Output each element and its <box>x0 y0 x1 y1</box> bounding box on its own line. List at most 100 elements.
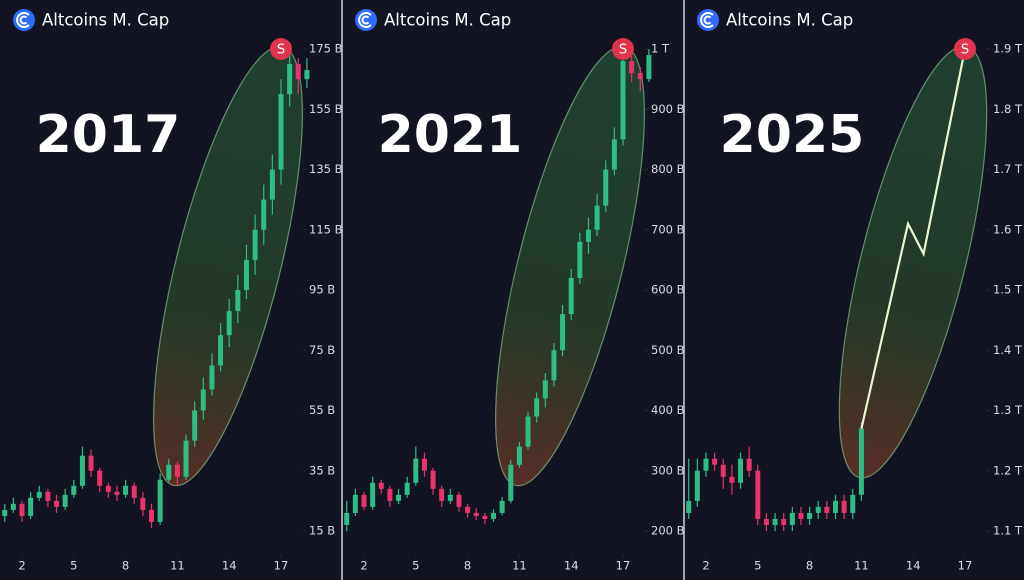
candle-body <box>218 335 224 366</box>
x-tick-label: 2 <box>18 559 25 573</box>
candle-body <box>755 470 761 519</box>
x-tick-label: 17 <box>274 559 289 573</box>
candle-body <box>850 494 856 513</box>
x-tick-label: 11 <box>512 559 527 573</box>
candle-body <box>421 458 427 471</box>
x-tick-label: 8 <box>464 559 471 573</box>
candle-body <box>499 500 505 513</box>
candle-body <box>71 485 77 495</box>
candle-body <box>352 494 358 513</box>
y-tick-label: 400 B <box>651 403 685 417</box>
candle-body <box>637 73 643 80</box>
logo-icon <box>355 9 377 31</box>
candle-body <box>508 464 514 501</box>
y-tick-label: 500 B <box>651 343 685 357</box>
candle-body <box>807 512 813 519</box>
candle-body <box>396 494 402 501</box>
signal-marker <box>954 38 976 60</box>
candle-body <box>798 512 804 519</box>
candle-body <box>387 488 393 501</box>
y-tick-label: 700 B <box>651 222 685 236</box>
candle-body <box>114 491 120 495</box>
x-tick-label: 5 <box>412 559 419 573</box>
x-tick-label: 8 <box>122 559 129 573</box>
logo-icon <box>13 9 35 31</box>
y-tick-label: 115 B <box>309 222 343 236</box>
candle-body <box>243 259 249 290</box>
y-tick-label: 1.1 T <box>993 524 1023 538</box>
candle-body <box>551 350 557 381</box>
x-tick-label: 11 <box>854 559 869 573</box>
year-label: 2021 <box>378 105 523 165</box>
candle-body <box>516 446 522 465</box>
candle-body <box>585 229 591 242</box>
candle-body <box>295 64 301 80</box>
candle-body <box>361 494 367 507</box>
x-tick-label: 11 <box>170 559 185 573</box>
candle-body <box>746 458 752 471</box>
candle-body <box>473 512 479 516</box>
signal-label: S <box>961 43 969 58</box>
y-tick-label: 1.3 T <box>993 403 1023 417</box>
candle-body <box>404 482 410 495</box>
candle-body <box>534 398 540 417</box>
y-tick-label: 1.6 T <box>993 222 1023 236</box>
candle-body <box>603 169 609 206</box>
chart-title: Altcoins M. Cap <box>42 11 169 30</box>
y-tick-label: 1.2 T <box>993 463 1023 477</box>
candle-body <box>568 277 574 315</box>
y-tick-label: 55 B <box>309 403 335 417</box>
candle-body <box>131 485 137 498</box>
x-tick-label: 8 <box>806 559 813 573</box>
candle-body <box>738 458 744 483</box>
candle-body <box>629 61 635 74</box>
x-tick-label: 14 <box>564 559 579 573</box>
candle-body <box>413 458 419 483</box>
candle-body <box>166 464 172 480</box>
candle-body <box>149 509 154 522</box>
candle-body <box>278 94 284 170</box>
x-tick-label: 14 <box>222 559 237 573</box>
candle-body <box>209 365 215 390</box>
logo-icon <box>697 9 719 31</box>
y-tick-label: 15 B <box>309 524 335 538</box>
panel: Altcoins M. Cap 2025 1.1 T 1.2 T 1.3 T 1.4 T 1… <box>686 9 1023 573</box>
candle-body <box>560 314 566 351</box>
year-label: 2025 <box>720 105 865 165</box>
candle-body <box>370 482 376 507</box>
y-tick-label: 95 B <box>309 283 335 297</box>
x-tick-label: 17 <box>958 559 973 573</box>
y-tick-label: 175 B <box>309 42 343 56</box>
candle-body <box>815 506 821 513</box>
x-tick-label: 14 <box>906 559 921 573</box>
y-tick-label: 75 B <box>309 343 335 357</box>
logo-mark <box>358 12 372 28</box>
candle-body <box>720 464 726 477</box>
candle-body <box>824 506 830 513</box>
candle-body <box>157 479 163 522</box>
y-tick-label: 155 B <box>309 102 343 116</box>
y-tick-label: 1.7 T <box>993 162 1023 176</box>
candle-body <box>287 64 293 95</box>
signal-marker <box>270 38 292 60</box>
x-tick-label: 5 <box>754 559 761 573</box>
candle-body <box>235 290 241 312</box>
chart-title: Altcoins M. Cap <box>384 11 511 30</box>
candle-body <box>858 428 864 495</box>
y-tick-label: 1.8 T <box>993 102 1023 116</box>
year-label: 2017 <box>36 105 181 165</box>
y-tick-label: 200 B <box>651 524 685 538</box>
candle-body <box>781 518 787 525</box>
y-tick-label: 35 B <box>309 463 335 477</box>
candle-body <box>200 389 206 411</box>
candle-body <box>620 61 626 140</box>
candle-body <box>36 491 42 498</box>
candle-body <box>269 169 275 200</box>
signal-label: S <box>277 43 285 58</box>
candle-body <box>439 488 445 501</box>
candle-body <box>252 229 258 260</box>
y-tick-label: 1 T <box>651 42 670 56</box>
candle-body <box>594 205 600 230</box>
candle-body <box>123 485 129 495</box>
candle-body <box>430 470 436 489</box>
